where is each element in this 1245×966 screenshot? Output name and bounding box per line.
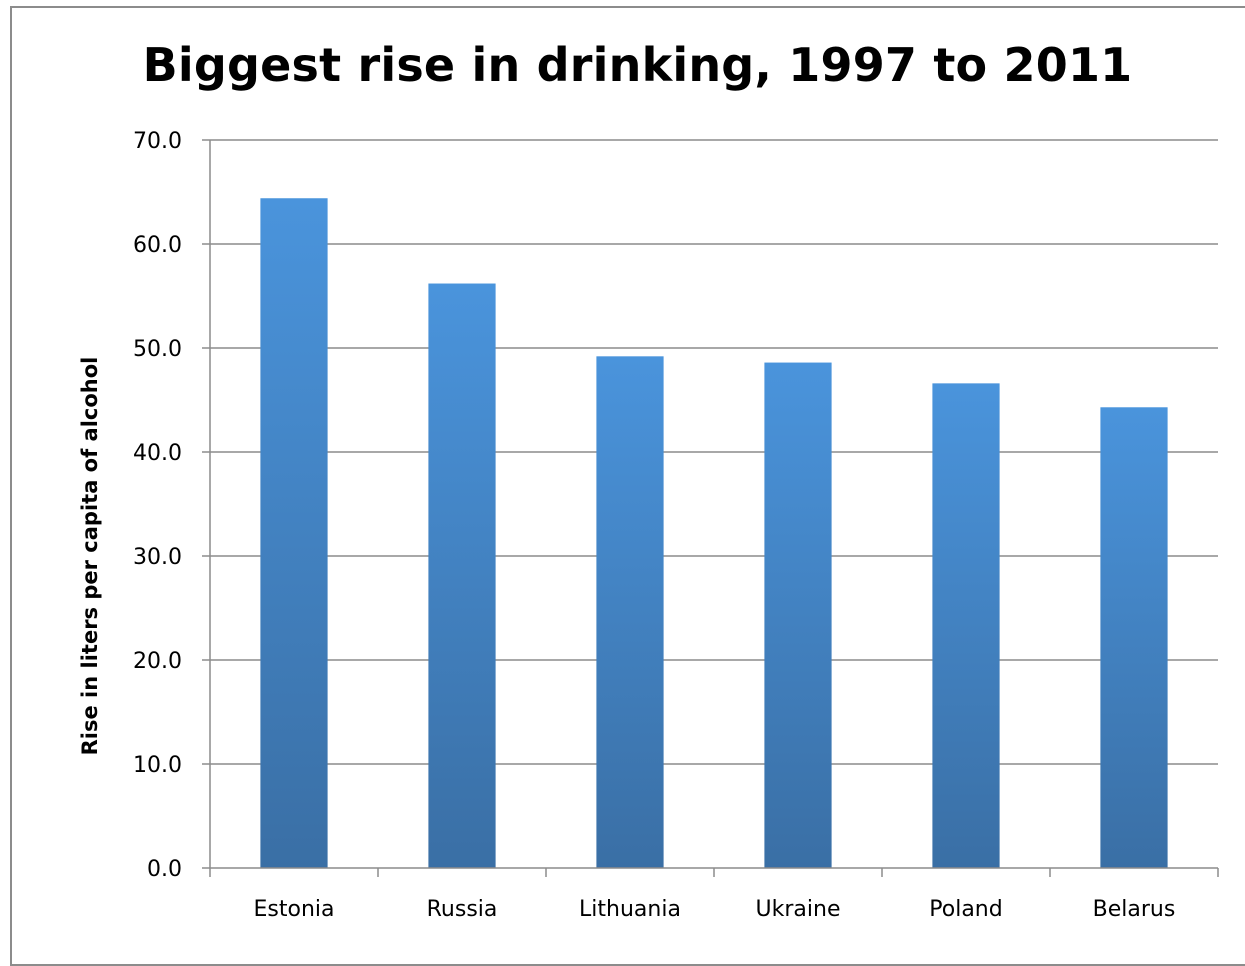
bars (260, 198, 1168, 869)
y-tick-label: 20.0 (133, 649, 182, 674)
bar-ukraine (764, 362, 832, 868)
x-tick-label: Ukraine (756, 897, 841, 922)
bar-belarus (1100, 407, 1168, 868)
bar-russia (428, 283, 496, 868)
chart-title: Biggest rise in drinking, 1997 to 2011 (142, 38, 1133, 92)
x-tick-label: Poland (929, 897, 1002, 922)
x-tick-label: Estonia (254, 897, 335, 922)
y-tick-label: 30.0 (133, 545, 182, 570)
bar-estonia (260, 198, 328, 869)
x-tick-label: Russia (427, 897, 498, 922)
y-tick-label: 50.0 (133, 337, 182, 362)
x-tick-label: Lithuania (579, 897, 681, 922)
y-tick-label: 40.0 (133, 441, 182, 466)
x-tick-label: Belarus (1093, 897, 1176, 922)
y-tick-label: 10.0 (133, 753, 182, 778)
bar-chart: 0.0 10.0 20.0 30.0 40.0 50.0 60.0 70.0 Estonia Ru… (78, 129, 1219, 922)
gridlines (210, 139, 1218, 765)
bar-lithuania (596, 356, 664, 868)
bar-poland (932, 383, 1000, 868)
tick-labels: 0.0 10.0 20.0 30.0 40.0 50.0 60.0 70.0 Estonia Ru… (133, 129, 1175, 922)
y-tick-label: 0.0 (147, 857, 182, 882)
y-tick-label: 60.0 (133, 233, 182, 258)
y-tick-label: 70.0 (133, 129, 182, 154)
y-axis-title: Rise in liters per capita of alcohol (78, 357, 102, 756)
axes (202, 139, 1219, 877)
